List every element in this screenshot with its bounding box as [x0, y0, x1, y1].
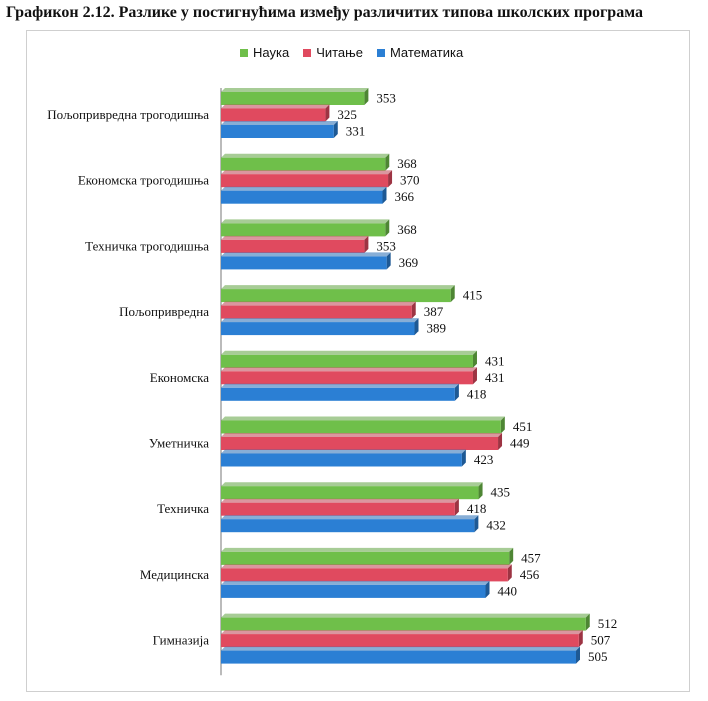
chart-frame	[26, 30, 690, 692]
legend-label-science: Наука	[253, 45, 290, 60]
bar	[221, 367, 477, 385]
data-label: 512	[598, 616, 618, 631]
legend-swatch-math	[376, 48, 385, 57]
data-label: 325	[337, 107, 357, 122]
category-label: Економска	[150, 370, 209, 385]
category-label: Техничка трогодишња	[85, 238, 209, 253]
data-label: 423	[474, 452, 494, 467]
bar	[221, 104, 330, 122]
bar	[221, 646, 580, 664]
legend: Наука Читање Математика	[240, 45, 463, 60]
bar	[221, 121, 338, 138]
data-label: 456	[520, 567, 540, 582]
data-label: 368	[397, 222, 417, 237]
data-label: 369	[399, 255, 419, 270]
category-label: Медицинска	[140, 567, 209, 582]
category-label: Пољопривредна	[119, 304, 209, 319]
bar	[221, 186, 387, 204]
bar	[221, 482, 483, 500]
bar	[221, 170, 393, 188]
bar	[221, 252, 391, 270]
bar	[221, 219, 390, 237]
bar	[221, 88, 369, 105]
bar	[221, 285, 455, 303]
bar	[221, 580, 490, 598]
category-label: Уметничка	[149, 436, 209, 451]
data-label: 449	[510, 436, 529, 451]
category-label: Пољопривредна трогодишња	[47, 107, 209, 122]
data-label: 418	[467, 501, 487, 516]
category-label: Техничка	[157, 501, 209, 516]
data-label: 353	[376, 91, 396, 106]
bar	[221, 235, 369, 253]
legend-label-math: Математика	[389, 45, 464, 60]
data-label: 457	[521, 550, 541, 565]
data-label: 435	[491, 485, 511, 500]
data-label: 389	[427, 321, 447, 336]
bar	[221, 613, 590, 631]
legend-swatch-science	[240, 48, 248, 57]
legend-item-reading: Читање	[303, 45, 363, 60]
legend-label-reading: Читање	[316, 45, 363, 60]
data-label: 418	[467, 386, 487, 401]
bar	[221, 630, 583, 648]
bar	[221, 350, 477, 368]
bar	[221, 383, 459, 401]
data-label: 331	[346, 124, 366, 139]
chart-title: Графикон 2.12. Разлике у постигнућима из…	[6, 4, 643, 21]
bar	[221, 498, 459, 516]
data-label: 368	[397, 156, 417, 171]
category-label: Економска трогодишња	[78, 173, 209, 188]
data-label: 505	[588, 649, 608, 664]
data-label: 432	[486, 518, 506, 533]
bar	[221, 301, 416, 319]
data-label: 440	[498, 583, 517, 598]
bar	[221, 416, 505, 434]
data-label: 366	[394, 189, 414, 204]
legend-swatch-reading	[303, 48, 312, 57]
data-label: 387	[424, 304, 444, 319]
legend-item-science: Наука	[240, 45, 289, 60]
legend-item-math: Математика	[376, 45, 464, 60]
data-label: 507	[591, 633, 611, 648]
data-label: 353	[376, 238, 396, 253]
data-label: 451	[513, 419, 533, 434]
data-label: 415	[463, 288, 483, 303]
category-label: Гимназија	[153, 633, 210, 648]
bar	[221, 433, 503, 450]
bar	[221, 449, 466, 467]
bar	[221, 515, 479, 533]
data-label: 431	[485, 353, 505, 368]
bar	[221, 564, 512, 582]
bar	[221, 153, 390, 171]
data-label: 431	[485, 370, 505, 385]
bar	[221, 318, 419, 336]
bar	[221, 547, 514, 565]
data-label: 370	[400, 173, 420, 188]
